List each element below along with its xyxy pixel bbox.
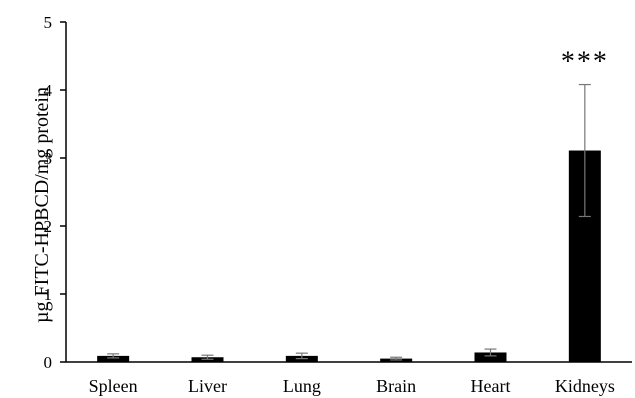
- bars: [97, 150, 601, 362]
- y-tick-label: 1: [44, 285, 53, 304]
- x-tick-label-heart: Heart: [471, 376, 511, 396]
- error-bar-brain: [390, 356, 403, 361]
- y-tick-label: 2: [44, 217, 53, 236]
- x-tick-label-kidneys: Kidneys: [555, 376, 615, 396]
- y-tick-label: 0: [44, 353, 53, 372]
- error-bar-lung: [295, 352, 308, 360]
- x-tick-label-lung: Lung: [283, 376, 321, 396]
- y-axis-ticks: 0 1 2 3 4 5: [44, 13, 66, 372]
- error-bars: [107, 83, 591, 361]
- error-bar-heart: [484, 348, 497, 357]
- x-tick-label-brain: Brain: [376, 376, 416, 396]
- error-bar-kidneys: [578, 83, 591, 218]
- bar-spleen: [97, 355, 130, 362]
- x-axis-tick-labels: Spleen Liver Lung Brain Heart Kidneys: [89, 376, 615, 396]
- y-tick-label: 4: [44, 81, 53, 100]
- error-bar-liver: [201, 354, 214, 360]
- annotations: ***: [561, 47, 609, 78]
- significance-annotation: ***: [561, 47, 609, 78]
- x-tick-label-spleen: Spleen: [89, 376, 138, 396]
- y-tick-label: 3: [44, 149, 53, 168]
- error-bar-spleen: [107, 353, 120, 359]
- y-tick-label: 5: [44, 13, 53, 32]
- y-axis-label: µg FITC-HPBCD/mg protein: [31, 87, 53, 323]
- x-tick-label-liver: Liver: [188, 376, 227, 396]
- bar-heart: [474, 352, 507, 362]
